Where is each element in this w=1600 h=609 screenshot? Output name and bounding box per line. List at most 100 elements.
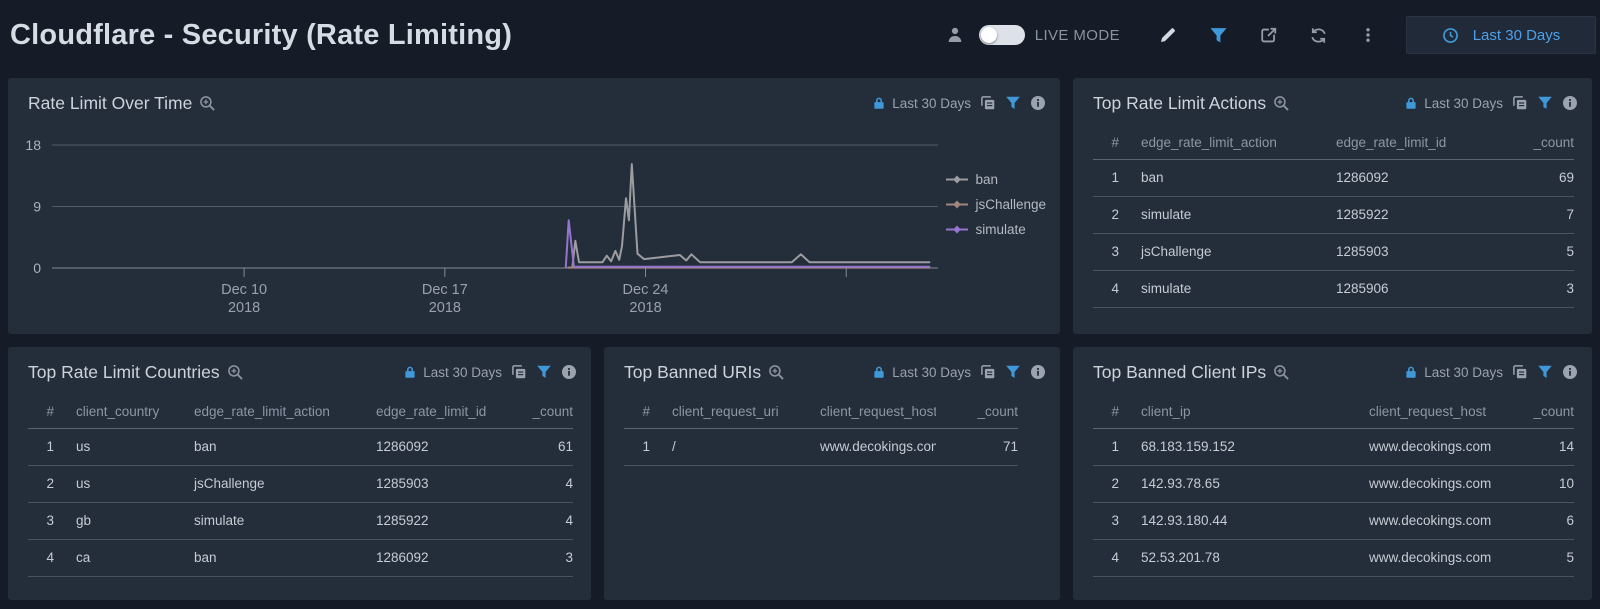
table-cell: 4 (513, 465, 573, 503)
table-cell: 1285903 (1314, 233, 1504, 271)
series-line-simulate (564, 219, 931, 269)
filter-icon[interactable] (1005, 364, 1021, 380)
panel-header-controls: Last 30 Days (1404, 364, 1578, 380)
info-icon[interactable] (1562, 364, 1578, 380)
column-header: edge_rate_limit_action (1119, 126, 1314, 160)
column-header: _count (936, 395, 1018, 429)
table-row[interactable]: 3 jsChallenge 1285903 5 (1093, 233, 1574, 271)
zoom-in-icon[interactable] (1273, 364, 1290, 381)
table-cell: us (54, 465, 172, 503)
table-cell: 2 (1093, 465, 1119, 503)
table-cell: 2 (1093, 196, 1119, 234)
results-table: # client_ip client_request_host _count 1 68.1… (1093, 395, 1574, 577)
table-cell: www.decokings.com (798, 428, 936, 466)
panel-time-range[interactable]: Last 30 Days (403, 365, 502, 380)
table-row[interactable]: 1/www.decokings.com 71 (624, 428, 1018, 466)
lock-icon (872, 365, 886, 379)
table-cell: simulate (1119, 270, 1314, 308)
refresh-icon[interactable] (1306, 23, 1330, 47)
zoom-in-icon[interactable] (227, 364, 244, 381)
view-results-icon[interactable] (980, 364, 996, 380)
table-row[interactable]: 1 68.183.159.152 www.decokings.com 14 (1093, 428, 1574, 466)
topbar: Cloudflare - Security (Rate Limiting) LI… (0, 0, 1600, 70)
kebab-menu-icon[interactable] (1356, 23, 1380, 47)
table-cell: 10 (1514, 465, 1574, 503)
info-icon[interactable] (1030, 364, 1046, 380)
clock-icon (1442, 27, 1459, 44)
x-axis-tick-label: Dec 10 (221, 282, 267, 298)
zoom-in-icon[interactable] (199, 95, 216, 112)
edit-pencil-icon[interactable] (1156, 23, 1180, 47)
table-row[interactable]: 4 simulate 1285906 3 (1093, 270, 1574, 308)
view-results-icon[interactable] (1512, 95, 1528, 111)
time-range-label: Last 30 Days (1472, 26, 1561, 44)
table-cell: simulate (172, 502, 354, 540)
panel-header: Top Rate Limit Countries Last 30 Days (8, 347, 591, 393)
filter-icon[interactable] (536, 364, 552, 380)
table-row[interactable]: 1 ban 1286092 69 (1093, 159, 1574, 197)
legend-marker-icon (946, 175, 969, 184)
table-cell: 3 (1504, 270, 1574, 308)
zoom-in-icon[interactable] (1273, 95, 1290, 112)
table-cell: 1 (624, 428, 650, 466)
column-header: client_country (54, 395, 172, 429)
legend-item-ban[interactable]: ban (946, 172, 1046, 187)
column-header: # (1093, 395, 1119, 429)
legend-label: jsChallenge (975, 197, 1046, 212)
table-row[interactable]: 2 us jsChallenge 1285903 4 (28, 465, 573, 503)
filter-icon[interactable] (1206, 23, 1230, 47)
toggle-knob (980, 27, 997, 43)
x-axis-tick-sublabel: 2018 (228, 300, 260, 316)
panel-top-rate-limit-countries: Top Rate Limit Countries Last 30 Days # c… (8, 347, 591, 600)
column-header: # (1093, 126, 1119, 160)
table-cell: 6 (1514, 502, 1574, 540)
panel-rate-limit-over-time: Rate Limit Over Time Last 30 Days 0 9 18 De… (8, 78, 1060, 334)
view-results-icon[interactable] (1512, 364, 1528, 380)
panel-time-range[interactable]: Last 30 Days (1404, 96, 1503, 111)
share-icon[interactable] (1256, 23, 1280, 47)
view-results-icon[interactable] (980, 95, 996, 111)
table-row[interactable]: 4 ca ban 1286092 3 (28, 539, 573, 577)
table-row[interactable]: 4 52.53.201.78 www.decokings.com 5 (1093, 539, 1574, 577)
info-icon[interactable] (1562, 95, 1578, 111)
table-row[interactable]: 1 us ban 1286092 61 (28, 428, 573, 466)
table-cell: 1 (28, 428, 54, 466)
panel-header: Top Banned Client IPs Last 30 Days (1073, 347, 1592, 393)
legend-item-simulate[interactable]: simulate (946, 222, 1046, 237)
user-icon[interactable] (943, 23, 967, 47)
panel-time-range[interactable]: Last 30 Days (1404, 365, 1503, 380)
results-table-wrap: # edge_rate_limit_action edge_rate_limit_i… (1093, 126, 1574, 308)
legend-marker-icon (946, 225, 969, 234)
table-cell: ban (1119, 159, 1314, 197)
info-icon[interactable] (1030, 95, 1046, 111)
legend-label: ban (975, 172, 998, 187)
table-cell: 3 (1093, 233, 1119, 271)
info-icon[interactable] (561, 364, 577, 380)
filter-icon[interactable] (1537, 364, 1553, 380)
zoom-in-icon[interactable] (768, 364, 785, 381)
live-mode-toggle[interactable] (978, 25, 1025, 45)
filter-icon[interactable] (1005, 95, 1021, 111)
legend-item-jsChallenge[interactable]: jsChallenge (946, 197, 1046, 212)
series-line-ban (571, 163, 931, 268)
panel-time-range-label: Last 30 Days (1424, 364, 1503, 380)
table-header-row: # edge_rate_limit_action edge_rate_limit_i… (1093, 126, 1574, 160)
table-row[interactable]: 2 simulate 1285922 7 (1093, 196, 1574, 234)
panel-time-range-label: Last 30 Days (423, 364, 502, 380)
time-range-button[interactable]: Last 30 Days (1406, 16, 1596, 54)
panel-time-range[interactable]: Last 30 Days (872, 365, 971, 380)
table-cell: 52.53.201.78 (1119, 539, 1347, 577)
results-table-wrap: # client_ip client_request_host _count 1 68.1… (1093, 395, 1574, 577)
table-row[interactable]: 3 142.93.180.44 www.decokings.com 6 (1093, 502, 1574, 540)
table-cell: 7 (1504, 196, 1574, 234)
table-row[interactable]: 2 142.93.78.65 www.decokings.com 10 (1093, 465, 1574, 503)
table-cell: jsChallenge (1119, 233, 1314, 271)
view-results-icon[interactable] (511, 364, 527, 380)
table-cell: 4 (1093, 270, 1119, 308)
table-row[interactable]: 3 gb simulate 1285922 4 (28, 502, 573, 540)
panel-header: Top Banned URIs Last 30 Days (604, 347, 1060, 393)
filter-icon[interactable] (1537, 95, 1553, 111)
table-cell: 1285922 (1314, 196, 1504, 234)
table-cell: 1 (1093, 159, 1119, 197)
panel-time-range[interactable]: Last 30 Days (872, 96, 971, 111)
